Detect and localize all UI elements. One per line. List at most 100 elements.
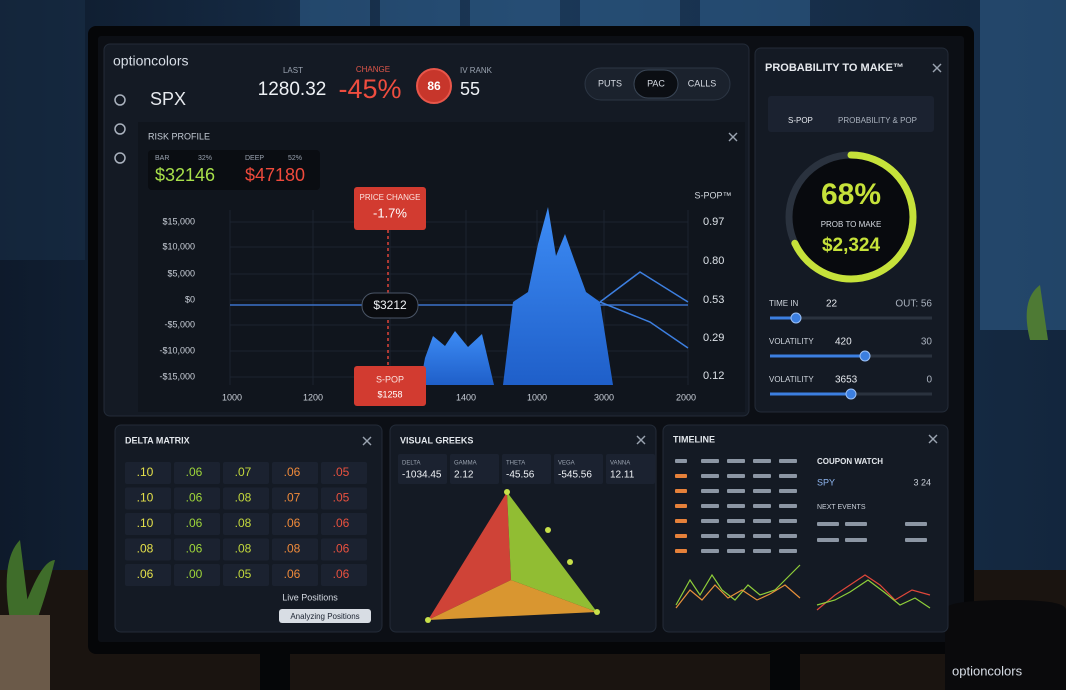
- callout-value: $1258: [377, 389, 402, 399]
- close-button[interactable]: [932, 63, 942, 73]
- metric-value: -545.56: [558, 470, 592, 481]
- payoff-area: [420, 331, 494, 385]
- matrix-cell: [125, 487, 171, 510]
- section-title: NEXT EVENTS: [817, 504, 866, 511]
- payoff-line: [599, 271, 689, 303]
- metric-box: [554, 454, 603, 484]
- analyze-button-label[interactable]: Analyzing Positions: [290, 612, 359, 621]
- timeline-cell: [701, 549, 719, 553]
- matrix-cell: [321, 513, 367, 535]
- slider-knob[interactable]: [845, 388, 857, 400]
- stat-label: DEEP: [245, 155, 264, 162]
- timeline-cell: [675, 489, 687, 493]
- metric-box: [398, 454, 447, 484]
- payoff-area: [503, 207, 613, 385]
- slider-knob[interactable]: [790, 312, 802, 324]
- event-cell: [817, 522, 839, 526]
- tab-box: [768, 96, 934, 132]
- matrix-cell: [174, 462, 220, 484]
- matrix-value: .08: [235, 516, 252, 530]
- matrix-value: .06: [284, 516, 301, 530]
- timeline-cell: [753, 519, 771, 523]
- y-tick-label: $0: [185, 294, 195, 304]
- timeline-cell: [753, 504, 771, 508]
- matrix-value: .06: [333, 516, 350, 530]
- slider-label: VOLATILITY: [769, 337, 814, 346]
- matrix-cell: [321, 462, 367, 484]
- metric-label: VEGA: [558, 461, 575, 467]
- sidebar-icon[interactable]: [114, 152, 126, 164]
- matrix-value: .05: [333, 491, 350, 505]
- toggle[interactable]: PUTS: [598, 78, 622, 88]
- change-label: CHANGE: [356, 65, 390, 74]
- metric-value: -45.56: [506, 470, 535, 481]
- event-cell: [817, 538, 839, 542]
- price-marker-value: $3212: [373, 298, 407, 312]
- timeline-cell: [727, 459, 745, 463]
- matrix-cell: [272, 487, 318, 510]
- y2-tick-label: 0.53: [703, 294, 724, 306]
- timeline-cell: [779, 489, 797, 493]
- matrix-cell: [125, 513, 171, 535]
- last-value: 1280.32: [258, 79, 327, 100]
- metric-box: [450, 454, 499, 484]
- metric-label: THETA: [506, 461, 525, 467]
- matrix-cell: [174, 513, 220, 535]
- iv-badge-value: 86: [427, 79, 441, 93]
- y2-tick-label: 0.97: [703, 216, 724, 228]
- matrix-cell: [272, 564, 318, 586]
- event-cell: [845, 538, 867, 542]
- matrix-cell: [223, 513, 269, 535]
- last-label: LAST: [283, 66, 303, 75]
- panel-title: TIMELINE: [673, 434, 715, 444]
- panel: [662, 424, 949, 633]
- close-button[interactable]: [362, 436, 372, 446]
- matrix-value: .06: [137, 567, 154, 581]
- section-title: COUPON WATCH: [817, 457, 883, 466]
- close-button[interactable]: [636, 435, 646, 445]
- toggle[interactable]: PAC: [647, 78, 665, 88]
- close-icon: [636, 435, 646, 445]
- close-button[interactable]: [728, 132, 738, 142]
- timeline-cell: [779, 549, 797, 553]
- timeline-cell: [753, 474, 771, 478]
- close-icon: [928, 434, 938, 444]
- sidebar-icon[interactable]: [114, 94, 126, 106]
- callout-label: S-POP: [376, 374, 404, 384]
- toggle-active: [633, 69, 679, 99]
- toggle[interactable]: CALLS: [688, 78, 717, 88]
- greek-vertex: [567, 559, 573, 565]
- gauge-value: 68%: [821, 178, 881, 211]
- timeline-cell: [753, 489, 771, 493]
- matrix-cell: [174, 564, 220, 586]
- panel-title: PROBABILITY TO MAKE™: [765, 62, 904, 74]
- y-tick-label: -$15,000: [159, 371, 195, 381]
- brand: optioncolors: [113, 53, 189, 69]
- slider-knob[interactable]: [859, 350, 871, 362]
- sidebar-icon[interactable]: [114, 123, 126, 135]
- matrix-footer: Live Positions: [282, 592, 338, 602]
- panel-title: RISK PROFILE: [148, 131, 210, 141]
- timeline-cell: [753, 534, 771, 538]
- mini-chart: [816, 574, 931, 611]
- mug: [945, 600, 1066, 690]
- metric-box: [606, 454, 655, 484]
- y2-tick-label: 0.12: [703, 370, 724, 382]
- analyze-button[interactable]: [279, 609, 371, 623]
- y2-tick-label: 0.29: [703, 332, 724, 344]
- matrix-cell: [223, 487, 269, 510]
- matrix-cell: [321, 538, 367, 561]
- tab: S-POP: [788, 116, 813, 125]
- matrix-value: .06: [186, 491, 203, 505]
- dashboard: optioncolors SPX LAST 1280.32 CHANGE-45% 86 IV…: [103, 43, 949, 633]
- close-button[interactable]: [928, 434, 938, 444]
- slider-label: VOLATILITY: [769, 375, 814, 384]
- matrix-cell: [125, 564, 171, 586]
- metric-box: [502, 454, 551, 484]
- spop-callout: [354, 366, 426, 406]
- x-tick-label: 1000: [527, 392, 547, 402]
- timeline-cell: [779, 459, 797, 463]
- change-value: -45%: [338, 74, 401, 104]
- timeline-cell: [727, 504, 745, 508]
- plant: [0, 285, 1048, 690]
